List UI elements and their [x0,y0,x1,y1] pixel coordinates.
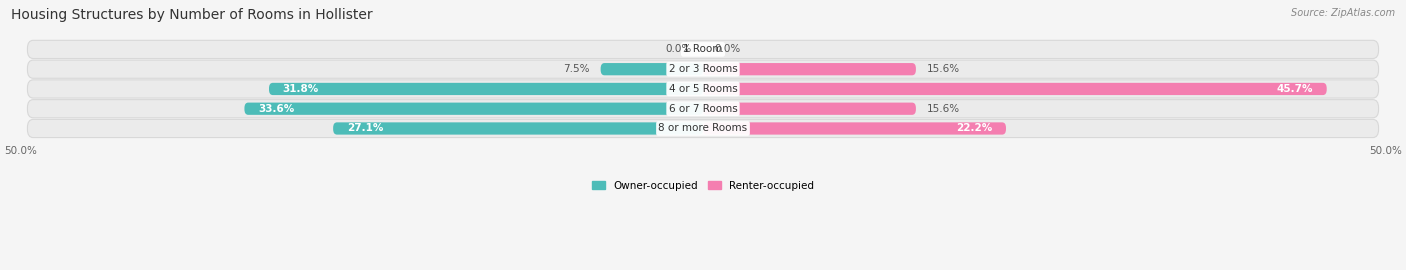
FancyBboxPatch shape [28,40,1378,59]
FancyBboxPatch shape [703,103,915,115]
Text: 4 or 5 Rooms: 4 or 5 Rooms [669,84,737,94]
FancyBboxPatch shape [600,63,703,75]
Text: 33.6%: 33.6% [259,104,294,114]
Text: 8 or more Rooms: 8 or more Rooms [658,123,748,133]
Text: 2 or 3 Rooms: 2 or 3 Rooms [669,64,737,74]
Text: 27.1%: 27.1% [347,123,384,133]
Text: Source: ZipAtlas.com: Source: ZipAtlas.com [1291,8,1395,18]
Text: 15.6%: 15.6% [927,104,960,114]
FancyBboxPatch shape [269,83,703,95]
FancyBboxPatch shape [28,80,1378,98]
FancyBboxPatch shape [28,119,1378,138]
FancyBboxPatch shape [703,83,1327,95]
Legend: Owner-occupied, Renter-occupied: Owner-occupied, Renter-occupied [592,181,814,191]
Text: 0.0%: 0.0% [666,45,692,55]
Text: 31.8%: 31.8% [283,84,319,94]
FancyBboxPatch shape [28,100,1378,118]
FancyBboxPatch shape [703,63,915,75]
Text: 1 Room: 1 Room [683,45,723,55]
Text: 22.2%: 22.2% [956,123,993,133]
Text: 6 or 7 Rooms: 6 or 7 Rooms [669,104,737,114]
FancyBboxPatch shape [245,103,703,115]
FancyBboxPatch shape [703,122,1005,135]
FancyBboxPatch shape [28,60,1378,78]
Text: 7.5%: 7.5% [564,64,589,74]
Text: 0.0%: 0.0% [714,45,740,55]
FancyBboxPatch shape [333,122,703,135]
Text: Housing Structures by Number of Rooms in Hollister: Housing Structures by Number of Rooms in… [11,8,373,22]
Text: 15.6%: 15.6% [927,64,960,74]
Text: 45.7%: 45.7% [1277,84,1313,94]
